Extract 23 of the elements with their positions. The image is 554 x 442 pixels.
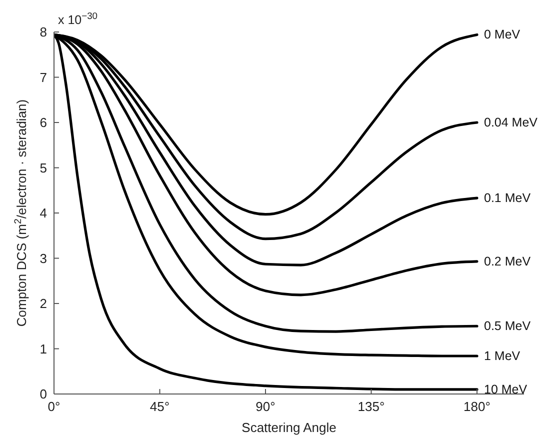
x-tick-label: 180° [464,399,490,414]
y-tick-label: 8 [40,24,47,40]
y-tick-label: 5 [40,160,47,176]
y-tick-label: 7 [40,70,47,85]
y-tick-label: 2 [40,296,47,312]
y-tick-label: 1 [40,341,47,356]
series-label: 0.1 MeV [484,191,532,206]
series-label: 0.04 MeV [484,116,538,130]
series-label: 0 MeV [484,28,521,42]
series-label: 0.5 MeV [484,319,532,334]
x-tick-label: 45° [150,399,170,414]
text: x 10$^{−30}$ [58,11,98,27]
y-tick-label: 3 [40,250,47,266]
series-label: 10 MeV [484,382,528,396]
series-label: 1 MeV [484,348,521,363]
y-tick-label: 6 [40,115,47,130]
x-axis-title: Scattering Angle [242,420,336,435]
x-tick-label: 0° [48,399,60,414]
x-tick-label: 90° [256,399,276,414]
y-tick-label: 4 [40,206,47,221]
x-tick-label: 135° [358,399,385,414]
y-tick-label: 0 [40,386,47,402]
series-label: 0.2 MeV [484,254,532,268]
